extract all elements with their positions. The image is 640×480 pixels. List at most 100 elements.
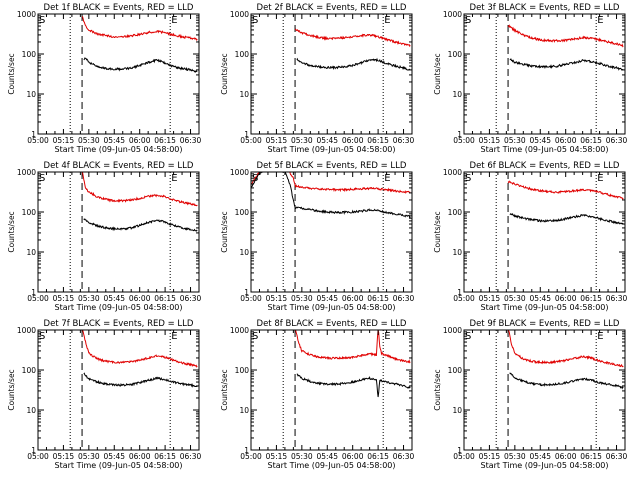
chart-title: Det 8f BLACK = Events, RED = LLD [257,319,407,329]
y-tick-label: 1000 [230,326,249,335]
y-tick-label: 100 [22,366,37,375]
y-tick-label: 10 [239,248,249,257]
start-marker: S [39,173,45,184]
x-tick-label: 06:15 [580,136,602,145]
start-marker: S [465,15,471,26]
x-tick-label: 06:30 [606,136,628,145]
plot-frame [37,329,200,451]
y-tick-label: 100 [22,208,37,217]
x-tick-label: 05:00 [27,294,49,303]
y-axis-label: Counts/sec [220,211,229,252]
lld-series-line [82,16,198,41]
x-tick-label: 05:30 [78,294,100,303]
events-series-line [509,372,624,390]
lld-series-line [507,180,624,200]
y-tick-label: 100 [235,366,250,375]
x-tick-label: 05:15 [479,452,501,461]
y-tick-label: 1000 [230,168,249,177]
end-marker: E [171,331,177,342]
x-tick-label: 06:15 [367,294,389,303]
lld-series-line [81,172,198,207]
x-tick-label: 05:00 [27,136,49,145]
y-axis-label: Counts/sec [433,369,442,410]
x-tick-label: 06:00 [342,452,364,461]
x-tick-label: 05:30 [78,452,100,461]
x-tick-label: 05:45 [529,294,551,303]
x-tick-label: 05:15 [266,452,288,461]
chart-panel-6: Det 6f BLACK = Events, RED = LLD S E 1 10 100… [433,161,628,312]
end-marker: E [597,331,603,342]
y-tick-label: 1000 [443,168,462,177]
x-tick-label: 05:45 [103,452,125,461]
x-tick-label: 05:00 [240,294,262,303]
y-tick-label: 1000 [443,326,462,335]
chart-panel-9: Det 9f BLACK = Events, RED = LLD S E 1 10 100… [433,319,628,470]
x-tick-label: 06:00 [129,294,151,303]
events-series-line [83,57,198,73]
y-tick-label: 100 [448,50,463,59]
y-tick-label: 1 [31,446,36,455]
y-tick-label: 10 [239,406,249,415]
x-axis-label: Start Time (09-Jun-05 04:58:00) [268,461,396,470]
plot-frame [37,13,200,135]
y-tick-label: 100 [235,50,250,59]
chart-panel-4: Det 4f BLACK = Events, RED = LLD S E 1 10 100… [7,161,202,312]
end-marker: E [171,15,177,26]
y-tick-label: 1 [457,446,462,455]
y-tick-label: 1 [31,130,36,139]
x-tick-label: 05:00 [240,452,262,461]
y-tick-label: 10 [26,406,36,415]
x-tick-label: 05:45 [529,452,551,461]
end-marker: E [597,15,603,26]
y-tick-label: 1000 [230,10,249,19]
x-tick-label: 05:15 [53,452,75,461]
chart-title: Det 3f BLACK = Events, RED = LLD [470,3,620,13]
x-tick-label: 05:45 [316,452,338,461]
x-axis-label: Start Time (09-Jun-05 04:58:00) [55,145,183,154]
events-series-line [251,172,411,219]
x-tick-label: 06:15 [154,452,176,461]
events-series-line [83,372,198,388]
y-axis-label: Counts/sec [433,211,442,252]
y-tick-label: 100 [22,50,37,59]
x-tick-label: 05:15 [266,294,288,303]
x-tick-label: 06:30 [180,452,202,461]
x-tick-label: 05:30 [291,136,313,145]
x-tick-label: 06:30 [393,452,415,461]
x-tick-label: 05:00 [453,136,475,145]
x-tick-label: 06:30 [393,136,415,145]
y-tick-label: 1 [244,288,249,297]
start-marker: S [39,331,45,342]
chart-title: Det 9f BLACK = Events, RED = LLD [470,319,620,329]
y-tick-label: 100 [448,366,463,375]
x-tick-label: 06:15 [154,294,176,303]
end-marker: E [384,15,390,26]
chart-title: Det 7f BLACK = Events, RED = LLD [44,319,194,329]
x-tick-label: 05:30 [78,136,100,145]
x-axis-label: Start Time (09-Jun-05 04:58:00) [268,145,396,154]
x-tick-label: 06:30 [180,136,202,145]
chart-panel-2: Det 2f BLACK = Events, RED = LLD S E 1 10 100… [220,3,415,154]
x-tick-label: 05:45 [103,294,125,303]
chart-panel-3: Det 3f BLACK = Events, RED = LLD S E 1 10 100… [433,3,628,154]
y-axis-label: Counts/sec [220,53,229,94]
y-tick-label: 1000 [17,326,36,335]
x-axis-label: Start Time (09-Jun-05 04:58:00) [481,145,609,154]
start-marker: S [252,331,258,342]
end-marker: E [384,331,390,342]
x-tick-label: 06:15 [580,294,602,303]
x-tick-label: 06:00 [129,452,151,461]
lld-series-line [295,330,411,364]
lld-series-line [507,24,624,48]
lld-series-line [251,172,411,194]
x-tick-label: 05:15 [53,136,75,145]
x-tick-label: 06:30 [606,452,628,461]
y-tick-label: 10 [452,90,462,99]
chart-title: Det 4f BLACK = Events, RED = LLD [44,161,194,171]
y-tick-label: 1000 [17,168,36,177]
y-tick-label: 1 [31,288,36,297]
x-axis-label: Start Time (09-Jun-05 04:58:00) [481,461,609,470]
x-axis-label: Start Time (09-Jun-05 04:58:00) [55,303,183,312]
y-axis-label: Counts/sec [220,369,229,410]
